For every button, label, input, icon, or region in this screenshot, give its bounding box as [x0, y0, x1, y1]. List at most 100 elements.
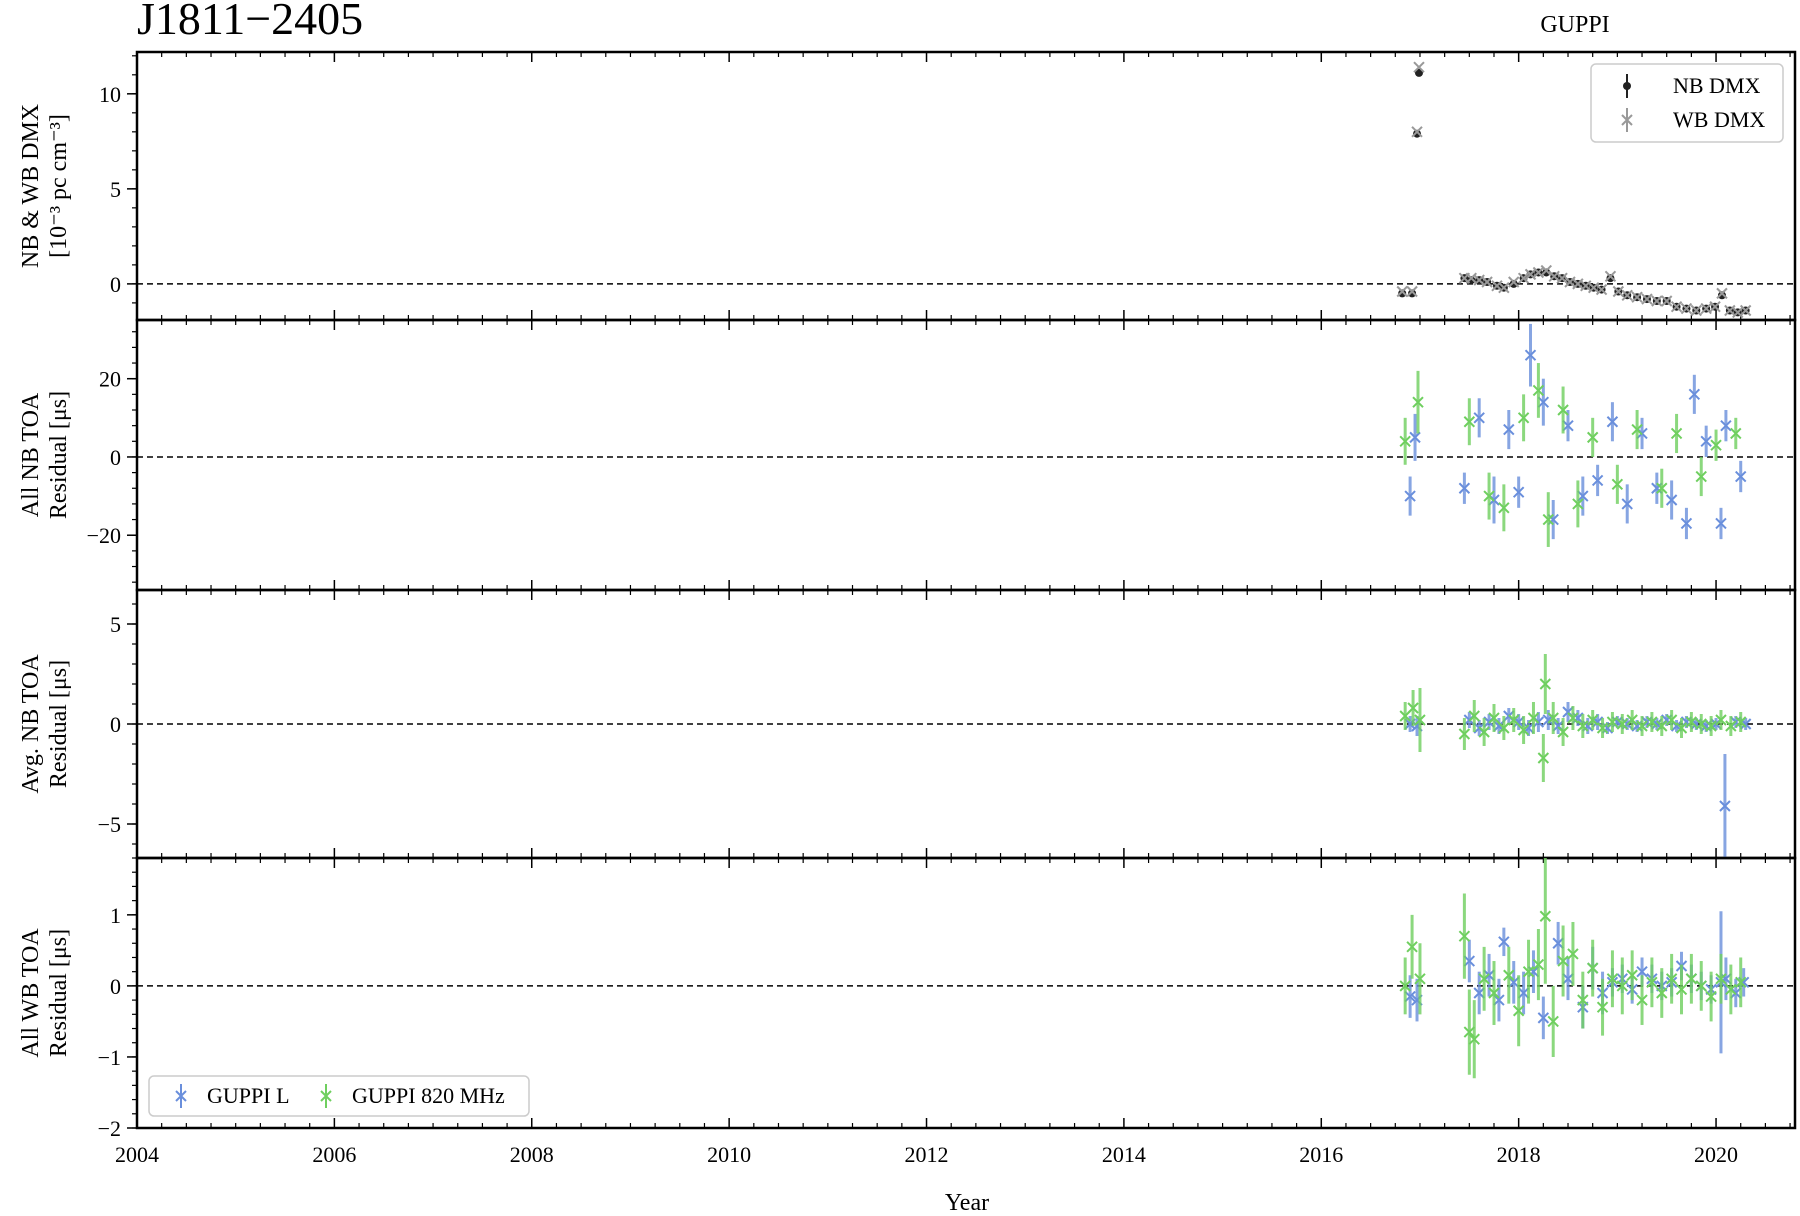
data-point: [1463, 416, 1476, 428]
data-point: [1414, 714, 1426, 726]
legend-frame: [1590, 63, 1784, 143]
data-point: [1483, 490, 1495, 502]
data-point: [1665, 714, 1678, 726]
series-wb-dmx: [1396, 61, 1752, 319]
x-tick-label: 2012: [905, 1142, 949, 1167]
panel-frame: [135, 50, 1797, 322]
y-tick-label: −20: [87, 523, 121, 548]
data-point: [1562, 419, 1574, 432]
data-point: [1586, 431, 1599, 444]
data-point: [1478, 973, 1490, 985]
data-point: [1468, 1033, 1480, 1045]
y-tick-label: 0: [110, 712, 121, 737]
data-point: [1715, 517, 1727, 530]
data-point: [1539, 910, 1552, 922]
data-point: [1665, 973, 1678, 985]
data-point: [1651, 482, 1663, 494]
series-guppi-820-mhz: [1399, 363, 1742, 547]
data-point: [1591, 474, 1604, 487]
data-point: [1540, 264, 1553, 277]
legend-marker: [1621, 114, 1633, 126]
data-point: [1695, 470, 1707, 483]
data-point: [1730, 427, 1742, 440]
data-point: [1512, 1005, 1525, 1017]
data-point: [1735, 470, 1747, 483]
data-point: [1512, 486, 1525, 498]
data-point: [1488, 987, 1500, 999]
data-point: [1463, 955, 1476, 967]
data-point: [1739, 304, 1752, 317]
data-point: [1527, 965, 1540, 978]
data-point: [1556, 272, 1568, 284]
data-point: [1709, 300, 1721, 313]
data-point: [1636, 994, 1648, 1006]
data-point: [1606, 274, 1615, 283]
data-point: [1557, 726, 1569, 738]
panel-frame: [135, 318, 1797, 592]
data-point: [1586, 714, 1599, 726]
y-axis-label: NB & WB DMX[10⁻³ pc cm⁻³]: [18, 104, 72, 268]
data-point: [1606, 716, 1619, 728]
legend-label: WB DMX: [1673, 107, 1765, 132]
data-point: [1522, 965, 1535, 978]
data-point: [1547, 1015, 1559, 1028]
y-tick-label: −2: [98, 1116, 121, 1141]
data-point: [1398, 289, 1407, 298]
data-point: [1577, 490, 1589, 502]
data-point: [1700, 435, 1712, 448]
data-point: [1414, 973, 1426, 985]
data-point: [1616, 980, 1628, 992]
data-point: [1670, 300, 1683, 313]
data-point: [1458, 930, 1471, 942]
panel-dmx: 0 5 10 NB & WB DMX[10⁻³ pc cm⁻³] NB DMX WB DM…: [18, 50, 1797, 322]
data-point: [1596, 722, 1609, 734]
data-point: [1481, 276, 1493, 288]
data-point: [1717, 291, 1726, 300]
data-point: [1636, 720, 1648, 732]
data-point: [1656, 987, 1668, 999]
x-tick-label: 2010: [707, 1142, 751, 1167]
legend-label: NB DMX: [1673, 73, 1761, 98]
data-point: [1532, 384, 1545, 397]
data-point: [1612, 285, 1625, 298]
x-tick-label: 2004: [115, 1142, 159, 1167]
data-point: [1412, 396, 1424, 408]
data-point: [1542, 513, 1554, 526]
legend-marker: [175, 1090, 187, 1102]
data-point: [1493, 994, 1505, 1006]
data-point: [1680, 517, 1693, 530]
x-tick-label: 2018: [1497, 1142, 1541, 1167]
data-point: [1491, 280, 1503, 292]
data-point: [1396, 285, 1408, 298]
data-point: [1498, 722, 1510, 734]
data-point: [1695, 980, 1707, 992]
data-point: [1720, 419, 1732, 432]
data-point: [1537, 396, 1550, 408]
data-point: [1508, 976, 1520, 989]
data-point: [1685, 716, 1698, 728]
x-tick-label: 2014: [1102, 1142, 1146, 1167]
x-axis-label: Year: [945, 1190, 989, 1216]
data-point: [1517, 272, 1530, 284]
data-point: [1715, 714, 1727, 726]
figure-subtitle: GUPPI: [1540, 12, 1609, 38]
data-point: [1503, 969, 1515, 981]
panel-frame: [135, 856, 1797, 1130]
data-point: [1508, 276, 1520, 288]
data-point: [1577, 994, 1589, 1006]
data-point: [1537, 752, 1550, 764]
data-point: [1463, 1026, 1476, 1038]
y-axis-label: Avg. NB TOAResidual [μs]: [18, 654, 72, 794]
data-point: [1557, 404, 1569, 416]
data-point: [1406, 285, 1418, 298]
data-point: [1567, 712, 1579, 724]
data-point: [1557, 955, 1569, 967]
data-point: [1596, 1001, 1609, 1013]
data-point: [1399, 435, 1411, 448]
data-point: [1408, 289, 1417, 298]
legend-frame: [148, 1075, 530, 1117]
data-point: [1572, 712, 1584, 724]
y-tick-label: 1: [110, 903, 121, 928]
series-guppi-820-mhz: [1399, 858, 1747, 1079]
data-point: [1572, 498, 1584, 510]
